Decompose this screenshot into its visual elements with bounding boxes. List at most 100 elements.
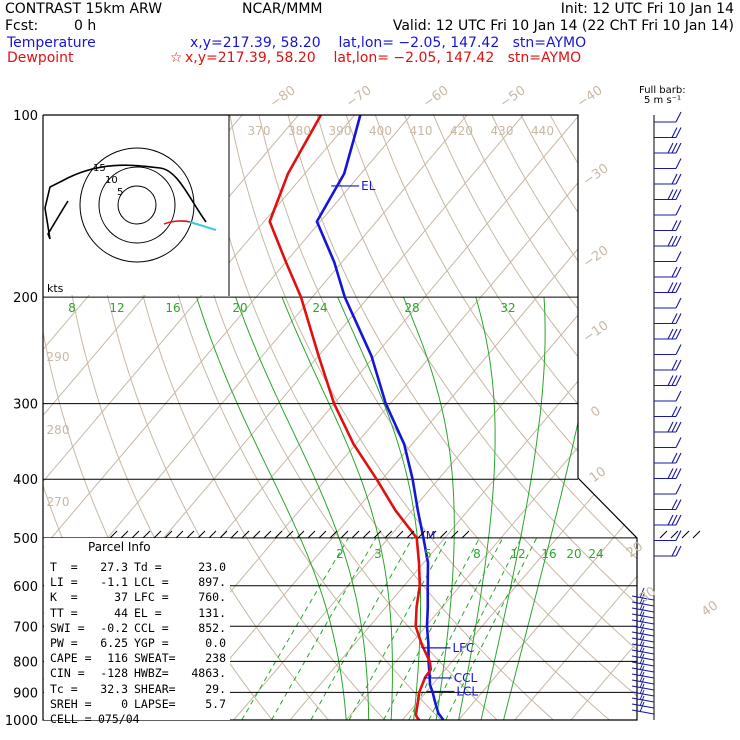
parcel-info-value: 075/04: [98, 711, 140, 726]
valid-time: Valid: 12 UTC Fri 10 Jan 14 (22 ChT Fri …: [392, 18, 734, 34]
wind-barb-shaft: [631, 655, 655, 661]
wind-barb-flag: [671, 375, 678, 386]
wind-barb-flag: [639, 647, 645, 659]
wind-barb-flag: [675, 421, 682, 433]
parcel-info-value: 852.: [198, 620, 226, 635]
mixing-ratio-line: [445, 537, 538, 720]
parcel-info-key: LCL =: [134, 575, 169, 590]
dewpoint-info: x,y=217.39, 58.20 lat,lon= −2.05, 147.42…: [185, 50, 582, 66]
mixing-ratio-label: 2: [336, 547, 344, 561]
wind-barb-flag: [671, 545, 678, 557]
chart-frame: [42, 114, 701, 721]
wind-barb-flag: [671, 173, 678, 185]
wind-barb-flag: [671, 189, 678, 200]
wind-barb-flag: [671, 452, 678, 464]
temperature-info: x,y=217.39, 58.20 lat,lon= −2.05, 147.42…: [190, 35, 587, 51]
mixing-ratio-label: 5: [424, 547, 432, 561]
wind-barb-flag: [675, 313, 682, 324]
wind-barb-flag: [675, 344, 682, 355]
wind-barb-flag: [639, 587, 645, 599]
wind-barb-flag: [675, 359, 682, 371]
moist-adiabat-label: 20: [232, 301, 247, 315]
moist-adiabat-label: 12: [109, 301, 124, 315]
wind-barb-flag: [639, 683, 645, 695]
dry-adiabat-line: [200, 115, 554, 720]
mixing-ratio-line: [428, 537, 522, 720]
wind-barb-flag: [675, 406, 682, 417]
hodograph-ring-label: 10: [105, 175, 118, 186]
theta-label: 290: [47, 350, 70, 364]
hodograph-low-level: [163, 220, 191, 225]
isotherm-line: [233, 115, 637, 720]
level-marker-label: LCL: [456, 684, 478, 698]
wind-barb-flag: [671, 142, 678, 154]
wind-barb-flag: [671, 282, 678, 293]
wind-barb-flag: [671, 359, 678, 371]
moist-adiabat-label: 16: [165, 301, 180, 315]
parcel-info-value: -128: [100, 666, 128, 681]
dry-adiabat-line: [491, 115, 637, 720]
isotherm-line: [514, 115, 637, 720]
moist-adiabat-line: [458, 296, 496, 720]
parcel-info-value: 0.0: [205, 635, 226, 650]
parcel-info-value: 44: [114, 605, 128, 620]
parcel-info-key: CIN =: [50, 666, 85, 681]
dewpoint-legend: Dewpoint: [7, 50, 74, 66]
parcel-info-row: SREH = 0 LAPSE= 5.7: [50, 697, 230, 712]
parcel-info-key: T =: [50, 560, 78, 574]
wind-barb-flag: [675, 514, 682, 526]
wind-barb-flag: [639, 659, 645, 671]
pressure-label: 700: [13, 620, 38, 635]
level-marker-label: LFC: [452, 641, 474, 655]
dry-adiabat-line: [578, 115, 637, 720]
isotherm-label: 20: [624, 539, 646, 561]
wind-barb-flag: [639, 689, 645, 701]
moist-adiabat-label: 32: [500, 301, 515, 315]
parcel-info-value: 23.0: [198, 560, 226, 574]
wind-barb-shaft: [631, 631, 655, 637]
parcel-info-value: 897.: [198, 575, 226, 590]
parcel-info-row: K = 37 LFC = 760.: [50, 590, 230, 605]
theta-label: 280: [47, 423, 70, 437]
wind-barb-flag: [667, 421, 674, 433]
isotherm-label: −30: [580, 161, 611, 189]
wind-barb-flag: [675, 189, 682, 200]
parcel-info-key: CCL =: [134, 620, 169, 635]
wind-barb-flag: [675, 530, 682, 541]
organization: NCAR/MMM: [242, 1, 323, 17]
parcel-info-key: TT =: [50, 605, 78, 620]
wind-barb-flag: [639, 629, 645, 641]
wind-barb-flag: [671, 235, 678, 247]
parcel-info-panel: Parcel Info T = 27.3 Td = 23.0 LI = -1.1 LCL =…: [44, 538, 230, 726]
mixing-ratio-line: [241, 537, 349, 720]
parcel-info-value: 0: [121, 696, 128, 711]
parcel-info-value: 131.: [198, 605, 226, 620]
wind-barb-flag: [675, 468, 682, 479]
wind-barb-flag: [667, 328, 674, 340]
theta-label: 370: [248, 124, 271, 138]
wind-barb-flag: [675, 375, 682, 386]
wind-barb-flag: [675, 158, 682, 169]
pressure-label: 500: [13, 532, 38, 547]
wind-barb-flag: [675, 220, 682, 231]
hodograph-ring-label: 15: [93, 163, 106, 174]
wind-barb-shaft: [631, 613, 655, 619]
wind-barb-flag: [667, 282, 674, 293]
wind-barb-shaft: [631, 691, 655, 697]
parcel-info-key: CELL =: [50, 711, 92, 726]
hodograph-background: [43, 115, 229, 295]
wind-barb-shaft: [631, 607, 655, 613]
wind-barb-flag: [639, 653, 645, 665]
parcel-info-key: Tc =: [50, 681, 78, 696]
wind-barb-flag: [675, 390, 682, 402]
level-marker-label: EL: [361, 179, 376, 193]
wind-barb-flag: [667, 189, 674, 200]
parcel-info-row: CAPE = 116 SWEAT= 238: [50, 651, 230, 666]
init-time: Init: 12 UTC Fri 10 Jan 14: [560, 1, 734, 17]
moist-adiabat-label: 8: [68, 301, 76, 315]
wind-barb-flag: [667, 235, 674, 247]
isotherm-line: [289, 115, 637, 720]
parcel-info-key: K =: [50, 590, 78, 605]
wind-barb-flag: [639, 599, 645, 611]
wind-barb-flag: [675, 452, 682, 464]
